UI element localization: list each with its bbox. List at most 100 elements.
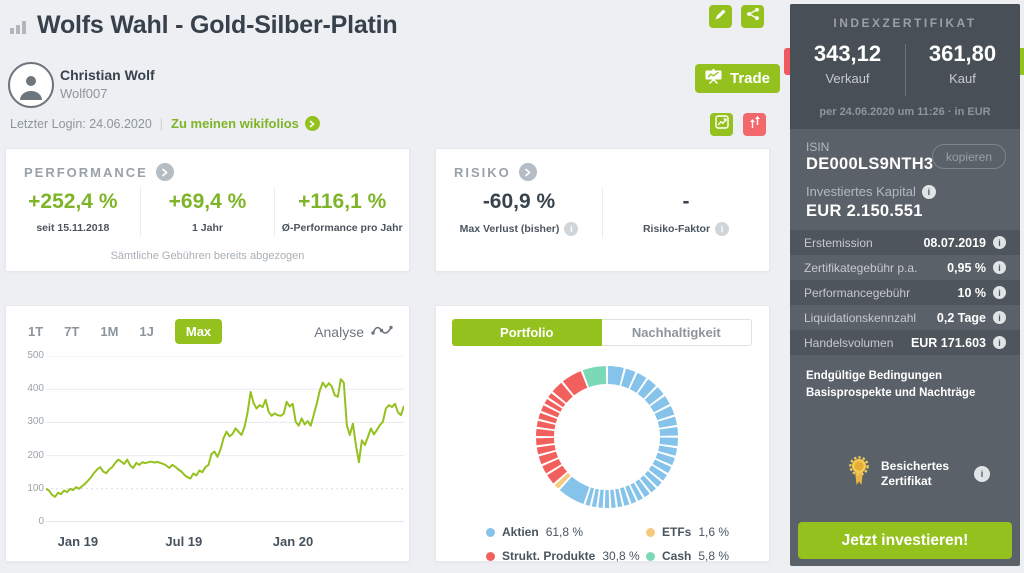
- fees-footnote: Sämtliche Gebühren bereits abgezogen: [110, 250, 305, 262]
- metric-since-emission: +252,4 % seit 15.11.2018: [6, 187, 140, 236]
- invested-capital-label: Investiertes Kapital: [806, 184, 936, 199]
- legend-dot: [646, 527, 655, 537]
- risk-title: RISIKO: [454, 164, 511, 180]
- metric-risk-factor: - Risiko-Faktor: [602, 187, 769, 238]
- range-1m[interactable]: 1M: [100, 324, 119, 339]
- chevron-right-icon: [304, 116, 320, 131]
- info-icon[interactable]: [715, 222, 730, 236]
- table-row: Erstemission 08.07.2019: [790, 230, 1020, 255]
- info-icon[interactable]: [993, 261, 1006, 274]
- certificate-type: INDEXZERTIFIKAT: [833, 16, 977, 30]
- legend-label: Strukt. Produkte: [502, 549, 596, 563]
- legend-value: 61,8 %: [545, 525, 584, 539]
- info-icon[interactable]: [993, 311, 1006, 324]
- info-icon[interactable]: [974, 466, 990, 482]
- isin-label: ISIN: [806, 140, 830, 154]
- table-row: Performancegebühr 10 %: [790, 280, 1020, 305]
- trade-button-label: Trade: [730, 70, 771, 87]
- analyse-label: Analyse: [314, 323, 364, 340]
- metric-label: Max Verlust (bisher): [459, 223, 560, 235]
- last-login-text: Letzter Login: 24.06.2020: [10, 116, 152, 131]
- info-icon[interactable]: [993, 236, 1006, 249]
- buy-value: 361,80: [928, 41, 997, 66]
- login-row: Letzter Login: 24.06.2020 | Zu meinen wi…: [10, 116, 320, 131]
- performance-chart-card: 1T 7T 1M 1J Max Analyse 500 400 300 200 …: [5, 305, 410, 562]
- bar-chart-icon: [10, 21, 27, 39]
- info-icon[interactable]: [993, 336, 1006, 349]
- legend-value: 1,6 %: [698, 525, 730, 539]
- my-wikifolios-label: Zu meinen wikifolios: [171, 116, 299, 131]
- price-row: 343,12 Verkauf 361,80 Kauf: [790, 41, 1020, 86]
- range-max-active[interactable]: Max: [174, 319, 223, 344]
- price-alert-button[interactable]: [743, 113, 766, 136]
- tab-portfolio[interactable]: Portfolio: [452, 319, 602, 346]
- chevron-right-icon: [155, 163, 174, 181]
- metric-value: +116,1 %: [298, 190, 387, 213]
- arrows-up-icon: [749, 115, 761, 134]
- y-tick: 200: [27, 450, 44, 461]
- price-timestamp: per 24.06.2020 um 11:26 · in EUR: [819, 106, 991, 118]
- row-label: Zertifikategebühr p.a.: [804, 260, 918, 275]
- allocation-donut-chart: [532, 362, 682, 512]
- analyse-button[interactable]: Analyse: [314, 322, 393, 341]
- tab-nachhaltigkeit[interactable]: Nachhaltigkeit: [601, 319, 752, 346]
- chart-range-selector: 1T 7T 1M 1J Max: [28, 319, 223, 344]
- price-section: INDEXZERTIFIKAT 343,12 Verkauf 361,80 Ka…: [784, 4, 1024, 129]
- performance-card: PERFORMANCE +252,4 % seit 15.11.2018 +69…: [5, 148, 410, 272]
- edit-button[interactable]: [709, 5, 732, 28]
- info-icon[interactable]: [993, 286, 1006, 299]
- base-prospectus-link[interactable]: Basisprospekte und Nachträge: [806, 387, 976, 399]
- info-icon[interactable]: [921, 184, 936, 199]
- metric-label: Risiko-Faktor: [642, 223, 711, 235]
- buy-label: Kauf: [949, 71, 976, 86]
- chart-compare-button[interactable]: [710, 113, 733, 136]
- y-tick: 100: [27, 483, 44, 494]
- copy-isin-button[interactable]: kopieren: [932, 144, 1006, 169]
- share-button[interactable]: [741, 5, 764, 28]
- sell-label: Verkauf: [825, 71, 870, 86]
- row-label: Liquidationskennzahl: [804, 310, 917, 325]
- legend-aktien: Aktien 61,8 %: [486, 525, 583, 539]
- legend-dot: [486, 527, 495, 537]
- performance-metrics: +252,4 % seit 15.11.2018 +69,4 % 1 Jahr …: [6, 187, 409, 236]
- avatar[interactable]: [8, 62, 54, 108]
- x-tick: Jan 20: [272, 534, 314, 549]
- risk-card: RISIKO -60,9 % Max Verlust (bisher) - Ri…: [435, 148, 770, 272]
- range-1j[interactable]: 1J: [139, 324, 154, 339]
- metric-one-year: +69,4 % 1 Jahr: [139, 187, 275, 236]
- row-value: 0,2 Tage: [936, 310, 986, 325]
- performance-header-link[interactable]: PERFORMANCE: [24, 163, 174, 181]
- row-label: Handelsvolumen: [804, 335, 894, 350]
- y-tick: 300: [27, 416, 44, 427]
- person-icon: [20, 76, 42, 100]
- table-row: Handelsvolumen EUR 171.603: [790, 330, 1020, 355]
- legend-etfs: ETFs 1,6 %: [646, 525, 729, 539]
- divider: |: [159, 116, 164, 131]
- range-1t[interactable]: 1T: [28, 324, 44, 339]
- info-icon[interactable]: [564, 222, 579, 236]
- performance-line-chart[interactable]: [46, 356, 404, 522]
- my-wikifolios-link[interactable]: Zu meinen wikifolios: [171, 116, 320, 131]
- x-tick: Jan 19: [57, 534, 99, 549]
- invest-now-button[interactable]: Jetzt investieren!: [798, 522, 1012, 559]
- squiggle-chart-icon: [371, 322, 393, 341]
- metric-avg-per-year: +116,1 % Ø-Performance pro Jahr: [274, 187, 409, 236]
- row-label: Erstemission: [804, 235, 873, 250]
- legend-label: Aktien: [502, 525, 539, 539]
- trade-button[interactable]: Trade: [695, 64, 781, 93]
- legend-value: 5,8 %: [698, 549, 730, 563]
- portfolio-tabs: Portfolio Nachhaltigkeit: [452, 319, 752, 346]
- secured-badge-label: Besichertes Zertifikat: [881, 459, 950, 488]
- range-7t[interactable]: 7T: [64, 324, 80, 339]
- certificate-facts-table: Erstemission 08.07.2019 Zertifikategebüh…: [790, 230, 1020, 355]
- legend-value: 30,8 %: [602, 549, 640, 563]
- risk-header-link[interactable]: RISIKO: [454, 163, 537, 181]
- sell-price: 343,12 Verkauf: [790, 41, 905, 86]
- final-terms-link[interactable]: Endgültige Bedingungen: [806, 370, 943, 382]
- trader-name[interactable]: Christian Wolf: [60, 67, 155, 83]
- y-tick: 0: [38, 516, 44, 527]
- donut-svg[interactable]: [532, 362, 682, 512]
- metric-value: +252,4 %: [28, 190, 118, 213]
- row-value: 10 %: [957, 285, 987, 300]
